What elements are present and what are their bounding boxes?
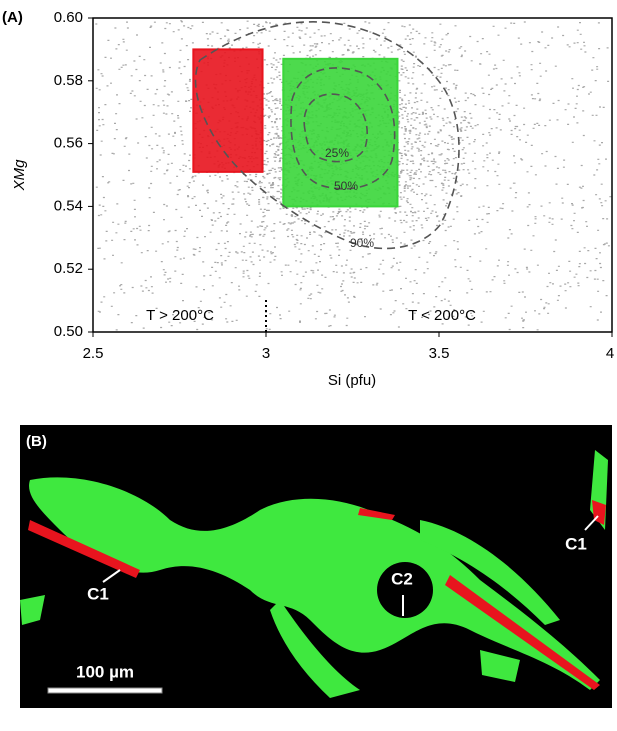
y-tick-label: 0.60 — [54, 9, 83, 26]
y-tick-label: 0.56 — [54, 135, 83, 152]
contour-label: 50% — [334, 179, 358, 193]
x-tick-label: 4 — [606, 345, 614, 362]
annotation: T > 200°C — [146, 307, 214, 324]
scale-bar-label: 100 µm — [76, 662, 134, 681]
x-axis-label: Si (pfu) — [328, 372, 376, 389]
image-panel: (B) C1 C2 C1 100 µm — [20, 425, 612, 708]
hole — [377, 562, 433, 618]
y-tick-label: 0.54 — [54, 197, 83, 214]
x-tick-label: 3 — [262, 345, 270, 362]
annotation: T < 200°C — [408, 307, 476, 324]
green-phase — [20, 450, 608, 698]
contour-25 — [303, 93, 369, 163]
plot-frame — [92, 17, 613, 333]
x-tick-label: 3.5 — [429, 345, 450, 362]
contours — [194, 21, 460, 250]
region — [282, 57, 399, 208]
scale-bar — [47, 687, 163, 694]
arrow — [584, 515, 599, 531]
contour-label: 90% — [350, 236, 374, 250]
panel-label: (B) — [26, 433, 47, 450]
y-axis-label: XMg — [11, 159, 28, 192]
y-tick-label: 0.52 — [54, 260, 83, 277]
x-tick-label: 2.5 — [83, 345, 104, 362]
arrow — [102, 569, 121, 583]
contour-50 — [290, 67, 396, 190]
hole — [214, 582, 250, 618]
y-tick-label: 0.58 — [54, 72, 83, 89]
image-label: C1 — [87, 584, 109, 603]
scatter-panel: 25% 50% 90% (A) Si (pfu) XMg T > 200°C T… — [2, 9, 614, 389]
region — [192, 48, 264, 173]
contour-label: 25% — [325, 146, 349, 160]
image-label: C1 — [565, 534, 587, 553]
y-tick-label: 0.50 — [54, 323, 83, 340]
panel-label: (A) — [2, 9, 23, 26]
image-label: C2 — [391, 569, 413, 588]
